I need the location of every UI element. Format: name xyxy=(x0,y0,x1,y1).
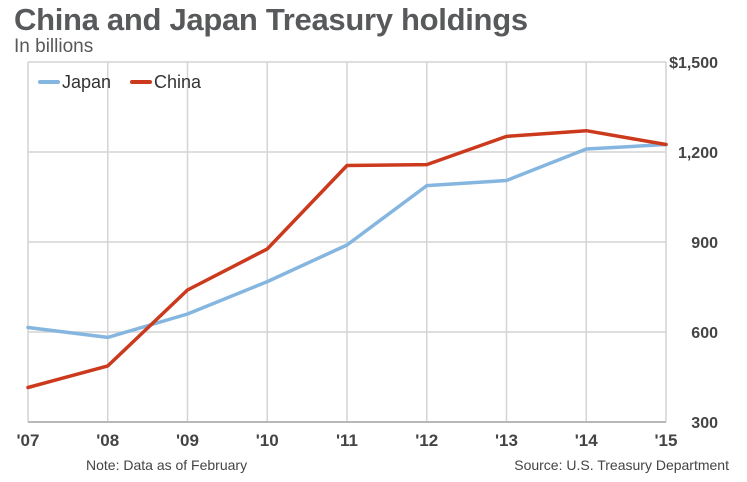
y-tick-label: 300 xyxy=(691,415,718,432)
x-tick-label: '07 xyxy=(17,431,40,450)
x-tick-label: '11 xyxy=(336,431,358,450)
x-tick-label: '08 xyxy=(96,431,119,450)
y-tick-label: $1,500 xyxy=(669,55,718,72)
x-tick-label: '09 xyxy=(176,431,199,450)
series-line-japan xyxy=(26,142,668,340)
x-tick-label: '12 xyxy=(415,431,438,450)
y-tick-label: 900 xyxy=(691,235,718,252)
x-tick-label: '15 xyxy=(655,431,678,450)
chart-title: China and Japan Treasury holdings xyxy=(14,2,528,37)
y-tick-label: 1,200 xyxy=(678,145,718,162)
y-tick-label: 600 xyxy=(691,325,718,342)
legend-label-china: China xyxy=(154,72,202,92)
x-tick-label: '13 xyxy=(495,431,518,450)
chart-subtitle: In billions xyxy=(14,36,94,57)
x-tick-label: '14 xyxy=(575,431,598,450)
legend-label-japan: Japan xyxy=(62,72,111,92)
source-note: Source: U.S. Treasury Department xyxy=(514,457,729,473)
footnote: Note: Data as of February xyxy=(86,457,248,473)
series-line-china xyxy=(26,128,668,390)
x-tick-label: '10 xyxy=(256,431,279,450)
